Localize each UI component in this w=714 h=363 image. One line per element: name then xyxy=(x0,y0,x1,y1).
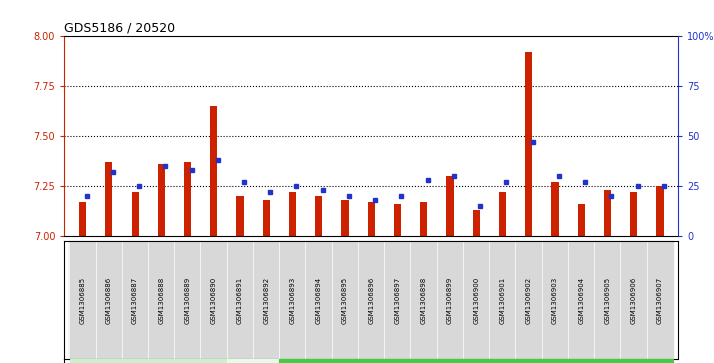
Bar xyxy=(446,176,453,236)
Text: GSM1306901: GSM1306901 xyxy=(500,277,506,324)
Text: GSM1306885: GSM1306885 xyxy=(80,277,86,324)
Text: GSM1306905: GSM1306905 xyxy=(605,277,610,324)
Text: GSM1306889: GSM1306889 xyxy=(185,277,191,324)
Bar xyxy=(551,182,558,236)
Bar xyxy=(656,186,663,236)
Bar xyxy=(630,192,638,236)
Text: GSM1306891: GSM1306891 xyxy=(237,277,243,324)
Bar xyxy=(341,200,348,236)
Bar xyxy=(236,196,243,236)
Bar xyxy=(315,196,323,236)
Text: GSM1306893: GSM1306893 xyxy=(290,277,296,324)
Text: GSM1306898: GSM1306898 xyxy=(421,277,427,324)
Bar xyxy=(473,210,480,236)
Bar xyxy=(158,164,165,236)
Text: GSM1306887: GSM1306887 xyxy=(132,277,138,324)
Text: GSM1306906: GSM1306906 xyxy=(630,277,637,324)
Bar xyxy=(525,52,533,236)
Bar xyxy=(79,202,86,236)
Bar xyxy=(368,202,375,236)
Text: GDS5186 / 20520: GDS5186 / 20520 xyxy=(64,22,176,35)
Text: GSM1306899: GSM1306899 xyxy=(447,277,453,324)
Bar xyxy=(499,192,506,236)
Text: GSM1306907: GSM1306907 xyxy=(657,277,663,324)
Text: GSM1306892: GSM1306892 xyxy=(263,277,269,324)
Text: GSM1306904: GSM1306904 xyxy=(578,277,584,324)
Bar xyxy=(289,192,296,236)
Bar xyxy=(420,202,428,236)
Bar xyxy=(604,190,611,236)
Text: GSM1306894: GSM1306894 xyxy=(316,277,322,324)
Text: GSM1306896: GSM1306896 xyxy=(368,277,374,324)
Bar xyxy=(105,162,113,236)
Text: GSM1306890: GSM1306890 xyxy=(211,277,217,324)
Bar xyxy=(578,204,585,236)
Text: GSM1306895: GSM1306895 xyxy=(342,277,348,324)
Text: GSM1306903: GSM1306903 xyxy=(552,277,558,324)
Text: GSM1306888: GSM1306888 xyxy=(159,277,164,324)
Text: GSM1306897: GSM1306897 xyxy=(395,277,401,324)
Bar xyxy=(394,204,401,236)
Bar xyxy=(210,106,218,236)
Text: GSM1306900: GSM1306900 xyxy=(473,277,479,324)
Text: GSM1306886: GSM1306886 xyxy=(106,277,112,324)
Bar xyxy=(131,192,139,236)
Bar xyxy=(184,162,191,236)
Bar xyxy=(263,200,270,236)
Text: GSM1306902: GSM1306902 xyxy=(526,277,532,324)
